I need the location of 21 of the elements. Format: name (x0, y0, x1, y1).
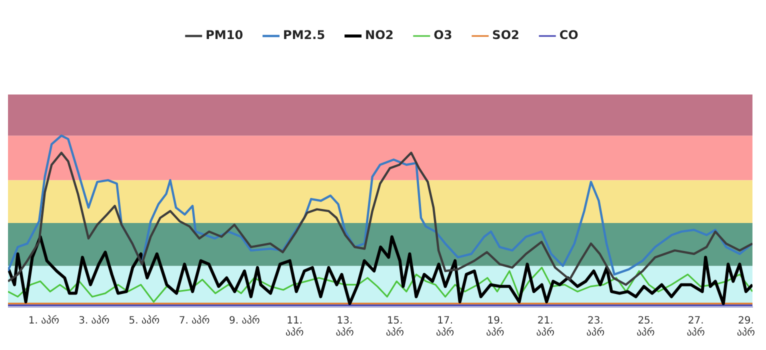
legend-label: O3 (434, 28, 452, 42)
x-tick-label: 25. აპრ (636, 316, 655, 339)
x-tick-label: 1. აპრ (28, 314, 60, 327)
x-tick-label: 11. აპრ (286, 316, 304, 339)
x-tick-label: 5. აპრ (128, 314, 160, 327)
x-tick-label: 9. აპრ (229, 314, 260, 327)
legend-label: NO2 (365, 28, 394, 42)
x-tick-label: 21. აპრ (536, 316, 554, 339)
x-tick-label: 17. აპრ (436, 316, 454, 339)
x-tick-label: 27. აპრ (686, 316, 705, 339)
x-tick-label: 29. აპრ (736, 316, 756, 339)
legend-label: PM2.5 (283, 28, 326, 42)
x-tick-label: 15. აპრ (386, 316, 404, 339)
legend-label: CO (559, 28, 578, 42)
x-tick-label: 7. აპრ (178, 314, 210, 327)
x-tick-label: 19. აპრ (486, 316, 504, 339)
legend-label: PM10 (206, 28, 244, 42)
legend-label: SO2 (492, 28, 520, 42)
x-tick-label: 13. აპრ (336, 316, 354, 339)
x-tick-label: 3. აპრ (78, 314, 110, 327)
x-tick-label: 23. აპრ (586, 316, 605, 339)
